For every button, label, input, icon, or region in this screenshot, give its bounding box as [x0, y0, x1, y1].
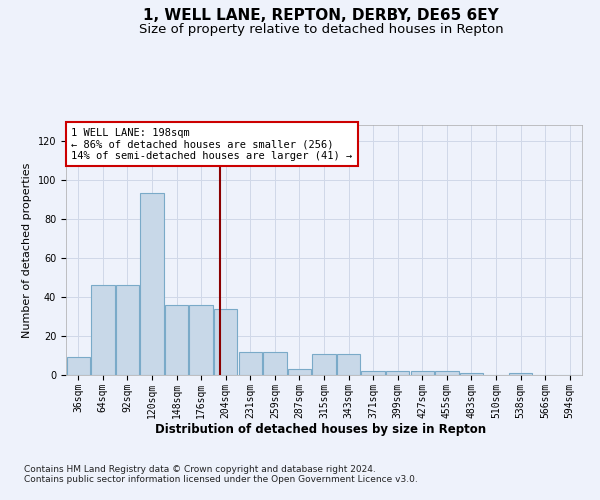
Bar: [165, 304, 188, 375]
Bar: [190, 304, 213, 375]
Text: Size of property relative to detached houses in Repton: Size of property relative to detached ho…: [139, 22, 503, 36]
Bar: [361, 371, 385, 375]
Bar: [263, 352, 287, 375]
Bar: [337, 354, 360, 375]
Bar: [509, 373, 532, 375]
Bar: [116, 285, 139, 375]
Bar: [239, 352, 262, 375]
Bar: [460, 373, 483, 375]
Bar: [140, 194, 164, 375]
Text: Distribution of detached houses by size in Repton: Distribution of detached houses by size …: [155, 422, 487, 436]
Bar: [288, 369, 311, 375]
Bar: [91, 285, 115, 375]
Bar: [435, 371, 458, 375]
Bar: [214, 308, 238, 375]
Bar: [386, 371, 409, 375]
Text: 1, WELL LANE, REPTON, DERBY, DE65 6EY: 1, WELL LANE, REPTON, DERBY, DE65 6EY: [143, 8, 499, 22]
Text: Contains HM Land Registry data © Crown copyright and database right 2024.
Contai: Contains HM Land Registry data © Crown c…: [24, 465, 418, 484]
Bar: [410, 371, 434, 375]
Y-axis label: Number of detached properties: Number of detached properties: [22, 162, 32, 338]
Bar: [313, 354, 335, 375]
Bar: [67, 358, 90, 375]
Text: 1 WELL LANE: 198sqm
← 86% of detached houses are smaller (256)
14% of semi-detac: 1 WELL LANE: 198sqm ← 86% of detached ho…: [71, 128, 352, 160]
